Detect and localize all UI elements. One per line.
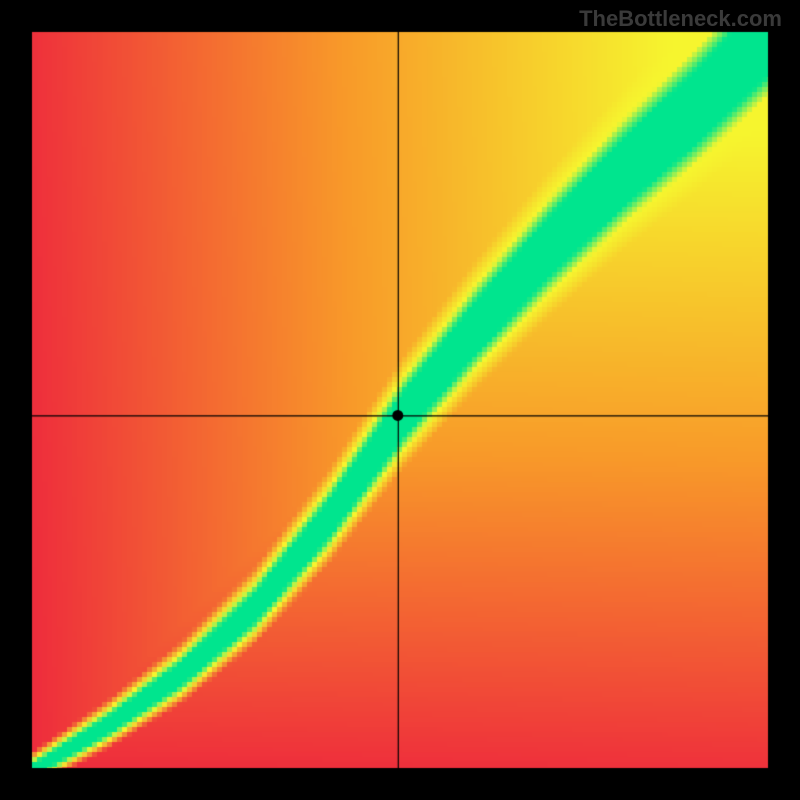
chart-container: TheBottleneck.com [0, 0, 800, 800]
watermark-text: TheBottleneck.com [579, 6, 782, 32]
bottleneck-heatmap-canvas [0, 0, 800, 800]
